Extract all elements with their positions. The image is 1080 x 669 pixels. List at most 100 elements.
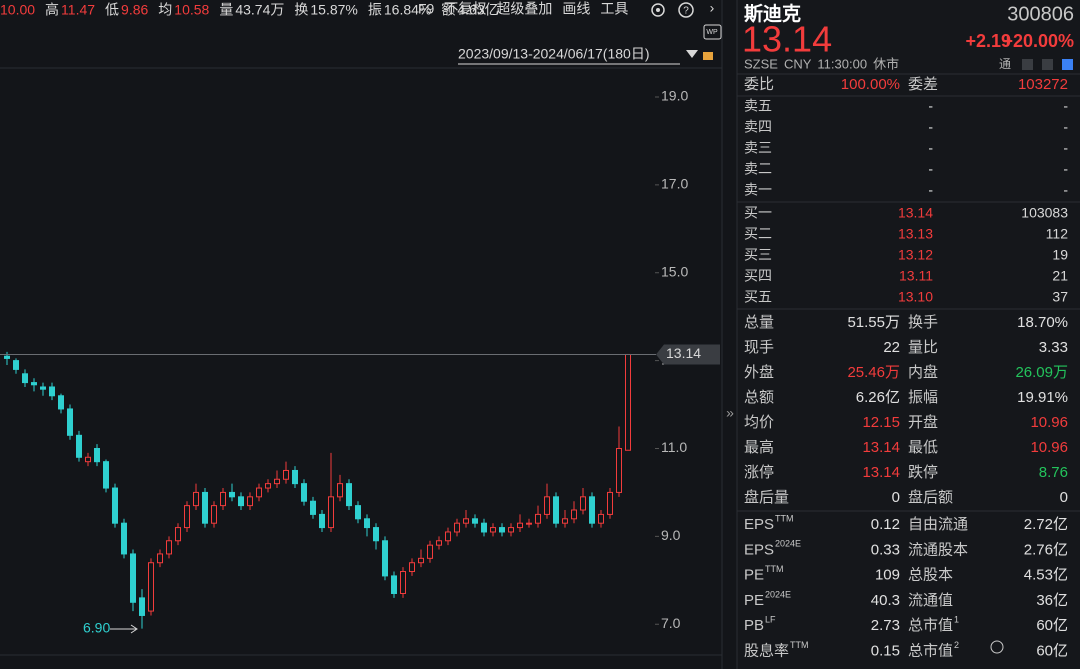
- more-icon[interactable]: ›: [710, 0, 715, 16]
- candle-body: [265, 483, 271, 489]
- stat-label: 盘后额: [908, 488, 953, 506]
- stat-value: 10.96: [1030, 414, 1068, 431]
- order-price: -: [928, 182, 933, 198]
- order-price: 13.10: [898, 289, 933, 305]
- panel-icon[interactable]: [1022, 59, 1033, 70]
- candle-body: [184, 505, 190, 529]
- panel-icon[interactable]: [1062, 59, 1073, 70]
- stat-label: 自由流通: [908, 516, 968, 533]
- candle-body: [121, 522, 127, 555]
- toolbar-button[interactable]: 画线: [562, 1, 590, 17]
- candle-body: [13, 360, 19, 370]
- candle-body: [94, 447, 100, 463]
- stat-value: 3.33: [1039, 339, 1068, 356]
- candle-body: [373, 527, 379, 542]
- summary-label: 振: [368, 2, 382, 18]
- candle-body: [391, 575, 397, 594]
- candle-body: [283, 469, 289, 480]
- order-price: -: [928, 161, 933, 177]
- candle-body: [463, 518, 469, 524]
- stat-value: 100.00%: [841, 76, 900, 93]
- candle-body: [445, 531, 451, 542]
- date-range[interactable]: 2023/09/13-2024/06/17(180日): [458, 46, 649, 62]
- toolbar-button[interactable]: 不复权: [444, 1, 486, 17]
- candle-body: [202, 491, 208, 524]
- stat-label-sup: 1: [954, 615, 959, 625]
- wp-icon[interactable]: [703, 24, 722, 40]
- toolbar-button[interactable]: F9: [418, 1, 435, 17]
- wp-icon-text: WP: [706, 29, 718, 36]
- candle-body: [337, 483, 343, 498]
- summary-value: 9.86: [121, 2, 148, 18]
- help-icon[interactable]: ?: [678, 2, 694, 18]
- stat-label: 最低: [908, 439, 938, 456]
- y-tick-label: 17.0: [661, 176, 688, 192]
- candle-body: [571, 509, 577, 520]
- stat-value: 6.26亿: [856, 389, 900, 406]
- order-label: 买二: [744, 226, 772, 242]
- order-price: 13.12: [898, 247, 933, 263]
- stat-label: 均价: [744, 414, 774, 431]
- candle-body: [175, 527, 181, 542]
- stat-value: 0: [892, 489, 900, 506]
- stat-label: 总股本: [908, 567, 953, 584]
- stat-label: 委比: [744, 76, 774, 93]
- candle-body: [427, 544, 433, 559]
- order-volume: 21: [1052, 268, 1068, 284]
- panel-icon[interactable]: [1042, 59, 1053, 70]
- lock-icon[interactable]: [703, 52, 713, 60]
- stat-value: 60亿: [1036, 617, 1068, 634]
- stat-label: 委差: [908, 76, 938, 93]
- stat-label-sup: TTM: [765, 564, 784, 574]
- order-label: 卖四: [744, 119, 772, 135]
- candle-body: [292, 469, 298, 485]
- dropdown-arrow[interactable]: [686, 50, 698, 58]
- summary-label: 高: [45, 2, 59, 18]
- last-price-label: 13.14: [666, 345, 701, 361]
- candle-body: [229, 491, 235, 498]
- candle-body: [364, 518, 370, 529]
- candle-body: [409, 562, 415, 573]
- candle-body: [166, 540, 172, 555]
- toolbar-button[interactable]: 超级叠加: [496, 1, 552, 17]
- stat-label: 股息率: [744, 642, 789, 659]
- candle-body: [31, 382, 37, 386]
- toolbar-button[interactable]: 工具: [600, 1, 628, 17]
- info-icon[interactable]: [990, 640, 1004, 654]
- candle-body: [130, 553, 136, 603]
- candle-body: [193, 491, 199, 507]
- candle-body: [238, 496, 244, 507]
- candle-body: [400, 571, 406, 594]
- candle-body: [436, 540, 442, 546]
- collapse-toggle[interactable]: »: [726, 405, 734, 421]
- candle-body: [418, 557, 424, 564]
- stat-label: 外盘: [744, 363, 774, 381]
- stat-value: 2.73: [871, 617, 900, 634]
- order-label: 买三: [744, 247, 772, 263]
- y-tick-label: 7.0: [661, 615, 681, 631]
- summary-value: 10.58: [174, 2, 209, 18]
- candle-body: [112, 487, 118, 524]
- candle-body: [85, 456, 91, 463]
- order-price: 13.14: [898, 205, 933, 221]
- summary-label: 换: [294, 2, 308, 18]
- stat-label-sup: 2: [954, 640, 959, 650]
- candle-body: [22, 373, 28, 384]
- stat-value: 18.70%: [1017, 314, 1068, 331]
- summary-label: 低: [105, 2, 119, 18]
- stat-label-sup: LF: [765, 615, 776, 625]
- summary-value: 15.87%: [310, 2, 357, 18]
- candle-body: [76, 434, 82, 458]
- stat-value: 26.09万: [1015, 364, 1068, 381]
- stat-label: 总额: [744, 389, 774, 406]
- summary-label: 量: [219, 2, 233, 18]
- candle-body: [49, 386, 55, 397]
- market-info: CNY: [784, 56, 812, 71]
- stat-value: 103272: [1018, 76, 1068, 93]
- stock-code: 300806: [1007, 3, 1074, 25]
- settings-icon[interactable]: [651, 3, 665, 17]
- stock-name: 斯迪克: [744, 2, 801, 25]
- stat-value: 109: [875, 567, 900, 584]
- candle-body: [535, 513, 541, 524]
- stat-value: 60亿: [1036, 642, 1068, 659]
